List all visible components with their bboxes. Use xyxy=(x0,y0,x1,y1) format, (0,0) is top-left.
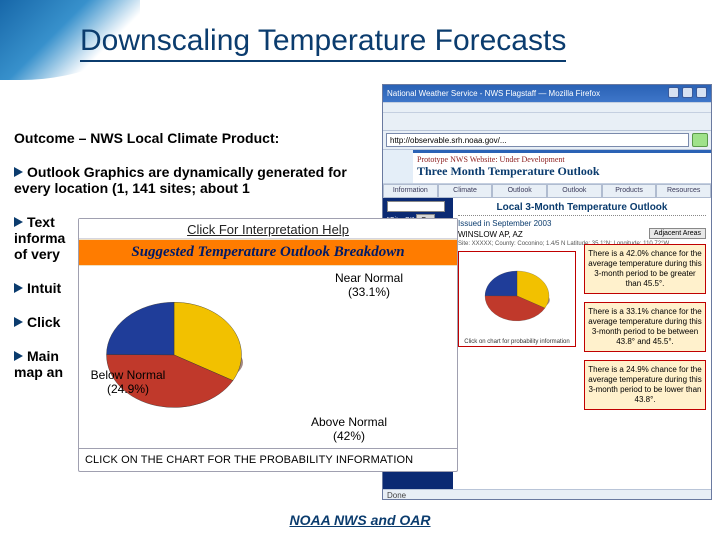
bullet-1: Outlook Graphics are dynamically generat… xyxy=(14,164,374,196)
mini-pie-caption: Click on chart for probability informati… xyxy=(459,339,575,345)
maximize-icon[interactable] xyxy=(682,87,693,98)
search-input[interactable] xyxy=(387,201,445,212)
label-pct: (33.1%) xyxy=(348,285,390,299)
arrow-icon xyxy=(14,167,23,177)
pie-label-below: Below Normal (24.9%) xyxy=(83,369,173,397)
label-pct: (42%) xyxy=(333,429,365,443)
chart-popup: Click For Interpretation Help Suggested … xyxy=(78,218,458,472)
adjacent-areas-button[interactable]: Adjacent Areas xyxy=(649,228,706,239)
chart-caption: CLICK ON THE CHART FOR THE PROBABILITY I… xyxy=(79,448,457,471)
window-buttons xyxy=(667,87,707,100)
pie-chart[interactable] xyxy=(99,280,249,430)
probability-boxes: There is a 42.0% chance for the average … xyxy=(584,244,706,418)
chart-banner: Suggested Temperature Outlook Breakdown xyxy=(79,239,457,266)
info-box-below: There is a 24.9% chance for the average … xyxy=(584,360,706,410)
bullet-4-text: Click xyxy=(27,314,60,330)
chart-help-link[interactable]: Click For Interpretation Help xyxy=(79,219,457,239)
noaa-logo-icon xyxy=(383,150,413,183)
bullet-2-text-c: of very xyxy=(14,246,60,262)
browser-title: National Weather Service - NWS Flagstaff… xyxy=(387,89,600,98)
page-nav: Information Climate Outlook Outlook Cale… xyxy=(383,184,711,198)
info-box-above: There is a 42.0% chance for the average … xyxy=(584,244,706,294)
arrow-icon xyxy=(14,317,23,327)
label: Above Normal xyxy=(311,415,387,429)
mini-pie-svg xyxy=(477,256,557,336)
browser-menubar xyxy=(383,102,711,113)
close-icon[interactable] xyxy=(696,87,707,98)
arrow-icon xyxy=(14,217,23,227)
subtitle: Outcome – NWS Local Climate Product: xyxy=(14,130,374,146)
issue-date: Issued in September 2003 xyxy=(458,219,706,228)
nav-item[interactable]: Outlook xyxy=(492,184,547,198)
bullet-2-text-b: informa xyxy=(14,230,65,246)
browser-titlebar: National Weather Service - NWS Flagstaff… xyxy=(383,85,711,102)
minimize-icon[interactable] xyxy=(668,87,679,98)
pie-label-above: Above Normal (42%) xyxy=(289,416,409,444)
slide: Downscaling Temperature Forecasts Outcom… xyxy=(0,0,720,540)
nav-item[interactable]: Climate xyxy=(438,184,493,198)
page-main: Local 3-Month Temperature Outlook Issued… xyxy=(453,198,711,489)
pie-area: Near Normal (33.1%) Below Normal (24.9%)… xyxy=(79,266,457,448)
label-pct: (24.9%) xyxy=(107,382,149,396)
bullet-5-text-a: Main xyxy=(27,348,59,364)
arrow-icon xyxy=(14,351,23,361)
pie-label-near: Near Normal (33.1%) xyxy=(299,272,439,300)
arrow-icon xyxy=(14,283,23,293)
bullet-1-text: Outlook Graphics are dynamically generat… xyxy=(14,164,347,196)
page-header: Prototype NWS Website: Under Development… xyxy=(383,150,711,184)
header-small: Prototype NWS Website: Under Development xyxy=(417,155,707,164)
footer: NOAA NWS and OAR xyxy=(0,512,720,528)
header-main: Three Month Temperature Outlook xyxy=(417,164,600,178)
label: Near Normal xyxy=(335,271,403,285)
panel-title: Local 3-Month Temperature Outlook xyxy=(458,202,706,216)
bullet-3-text: Intuit xyxy=(27,280,61,296)
nav-item[interactable]: Information xyxy=(383,184,438,198)
status-text: Done xyxy=(387,491,406,500)
browser-addressbar xyxy=(383,131,711,150)
info-box-near: There is a 33.1% chance for the average … xyxy=(584,302,706,352)
mini-pie-chart[interactable]: Click on chart for probability informati… xyxy=(458,251,576,347)
title-wrap: Downscaling Temperature Forecasts xyxy=(80,24,700,62)
nav-item[interactable]: Outlook Calendar xyxy=(547,184,602,198)
address-input[interactable] xyxy=(386,133,689,147)
nav-item[interactable]: Products xyxy=(602,184,657,198)
page-header-text: Prototype NWS Website: Under Development… xyxy=(413,150,711,183)
browser-statusbar: Done xyxy=(383,489,711,500)
bullet-2-text-a: Text xyxy=(27,214,55,230)
go-icon[interactable] xyxy=(692,133,708,147)
bullet-5-text-b: map an xyxy=(14,364,63,380)
label: Below Normal xyxy=(91,368,166,382)
browser-toolbar xyxy=(383,113,711,131)
nav-item[interactable]: Resources xyxy=(656,184,711,198)
page-title: Downscaling Temperature Forecasts xyxy=(80,24,566,62)
